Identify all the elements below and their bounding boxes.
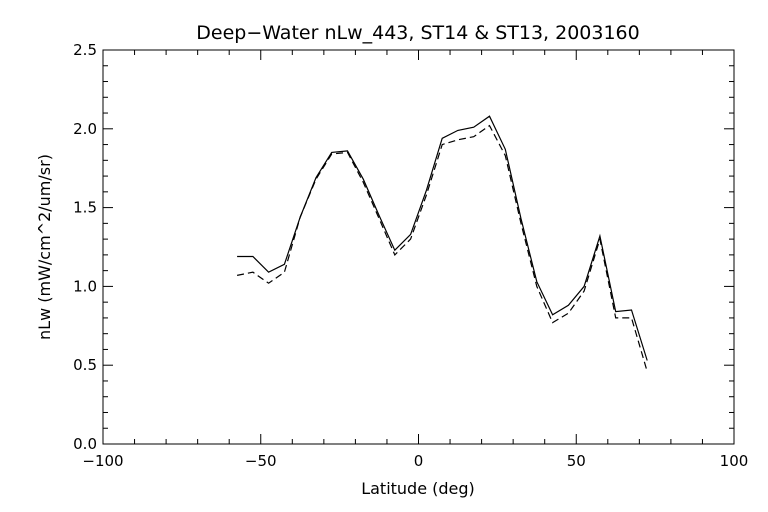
y-axis: 0.0 0.5 1.0 1.5 2.0 2.5 [73, 41, 734, 453]
series-line-solid [237, 115, 648, 361]
chart-title: Deep−Water nLw_443, ST14 & ST13, 2003160 [196, 22, 640, 44]
plot-frame [102, 49, 735, 445]
y-tick-label: 1.0 [73, 277, 97, 295]
x-tick-label: −50 [245, 452, 277, 470]
series-layer [236, 115, 648, 372]
y-tick-label: 2.5 [73, 41, 97, 59]
y-tick-label: 1.5 [73, 199, 97, 217]
x-tick-label: 100 [720, 452, 749, 470]
x-tick-label: −100 [82, 452, 123, 470]
x-axis-label: Latitude (deg) [361, 479, 475, 498]
y-tick-label: 0.5 [73, 356, 97, 374]
x-tick-label: 0 [414, 452, 424, 470]
series-line-dashed [236, 124, 648, 372]
y-tick-label: 0.0 [73, 435, 97, 453]
x-axis: −100 −50 0 50 100 [82, 50, 748, 470]
x-tick-label: 50 [567, 452, 586, 470]
y-tick-label: 2.0 [73, 120, 97, 138]
y-axis-label: nLw (mW/cm^2/um/sr) [35, 154, 54, 340]
